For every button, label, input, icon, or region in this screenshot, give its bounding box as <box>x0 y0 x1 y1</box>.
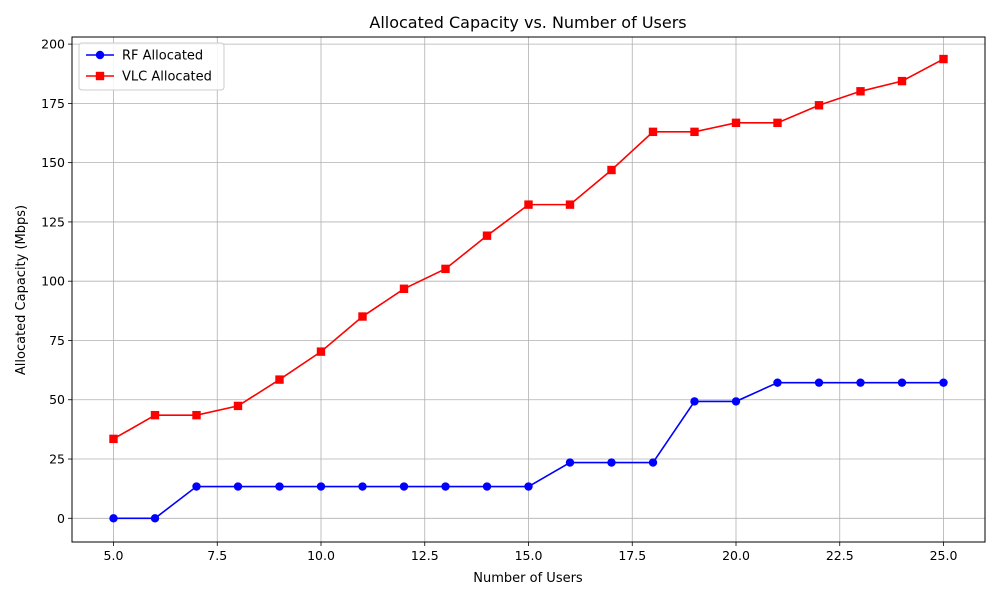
vlc-allocated-point <box>109 434 118 444</box>
legend-item-vlc-allocated: VLC Allocated <box>86 70 212 85</box>
rf-allocated-point <box>109 514 118 523</box>
rf-allocated-point <box>524 482 533 491</box>
vlc-allocated-point <box>358 312 367 321</box>
legend: RF Allocated VLC Allocated <box>78 42 225 91</box>
rf-allocated-point <box>690 397 699 406</box>
rf-allocated-point <box>275 482 284 491</box>
y-tick-label: 150 <box>41 155 65 170</box>
vlc-allocated-point <box>441 264 450 274</box>
rf-allocated-point <box>192 482 201 491</box>
x-tick-label: 15.0 <box>515 548 543 563</box>
rf-allocated-point <box>565 458 575 467</box>
legend-marker <box>95 50 105 60</box>
rf-allocated-point <box>814 378 824 387</box>
x-tick-label: 17.5 <box>618 548 646 563</box>
y-tick-label: 50 <box>49 392 65 407</box>
vlc-allocated-point <box>565 200 575 209</box>
legend-label: RF Allocated <box>122 49 203 64</box>
x-tick-label: 10.0 <box>307 548 335 563</box>
rf-allocated-point <box>358 482 367 491</box>
vlc-allocated-point <box>607 165 616 175</box>
y-tick-label: 0 <box>57 511 65 526</box>
vlc-allocated-point <box>856 87 865 96</box>
rf-allocated-point <box>399 482 409 491</box>
rf-allocated-point <box>441 482 450 491</box>
axis-ticks: 5.0 7.5 10.0 12.5 15.0 17.5 20.0 22.5 25.0 0 25 50 7… <box>41 37 957 563</box>
rf-allocated-point <box>897 378 907 387</box>
x-tick-label: 7.5 <box>207 548 227 563</box>
rf-allocated-point <box>607 458 616 467</box>
x-tick-label: 20.0 <box>722 548 750 563</box>
vlc-allocated-point <box>648 127 658 137</box>
x-tick-label: 5.0 <box>104 548 124 563</box>
rf-allocated-point <box>856 378 865 387</box>
vlc-allocated-point <box>814 101 824 110</box>
x-tick-label: 25.0 <box>930 548 958 563</box>
rf-allocated-point <box>939 378 948 387</box>
vlc-allocated-point <box>316 347 326 356</box>
series-layer <box>109 54 948 523</box>
y-tick-label: 100 <box>41 274 65 289</box>
vlc-allocated-point <box>524 200 533 209</box>
legend-marker <box>95 71 105 81</box>
rf-allocated-point <box>773 378 782 387</box>
vlc-allocated-point <box>233 401 243 411</box>
vlc-allocated-point <box>192 410 201 420</box>
grid <box>72 37 985 542</box>
y-tick-label: 200 <box>41 37 65 52</box>
legend-item-rf-allocated: RF Allocated <box>86 49 203 64</box>
y-tick-label: 175 <box>41 96 65 111</box>
rf-allocated-point <box>731 397 741 406</box>
rf-allocated-point <box>316 482 326 491</box>
vlc-allocated-point <box>731 118 741 128</box>
vlc-allocated-point <box>690 127 699 137</box>
vlc-allocated-point <box>939 54 948 64</box>
vlc-allocated-point <box>897 76 907 86</box>
rf-allocated-point <box>482 482 492 491</box>
y-axis-label: Allocated Capacity (Mbps) <box>14 205 29 375</box>
chart-title: Allocated Capacity vs. Number of Users <box>369 13 686 32</box>
rf-allocated-point <box>233 482 243 491</box>
x-tick-label: 12.5 <box>411 548 439 563</box>
x-axis-label: Number of Users <box>473 571 583 586</box>
x-tick-label: 22.5 <box>826 548 854 563</box>
vlc-allocated-point <box>482 231 492 240</box>
legend-box <box>78 42 225 91</box>
rf-allocated-point <box>648 458 658 467</box>
vlc-allocated-point <box>773 118 782 128</box>
vlc-allocated-point <box>399 284 409 293</box>
y-tick-label: 125 <box>41 214 65 229</box>
rf-allocated-point <box>150 514 160 523</box>
legend-label: VLC Allocated <box>122 70 212 85</box>
y-tick-label: 75 <box>49 333 65 348</box>
vlc-allocated-point <box>275 375 284 384</box>
y-tick-label: 25 <box>49 452 65 467</box>
vlc-allocated-point <box>150 410 160 420</box>
